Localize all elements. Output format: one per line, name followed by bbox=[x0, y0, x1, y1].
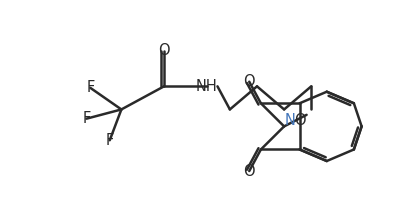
Text: N: N bbox=[285, 113, 296, 128]
Text: F: F bbox=[82, 111, 90, 126]
Text: O: O bbox=[243, 74, 255, 89]
Text: NH: NH bbox=[196, 79, 218, 94]
Text: F: F bbox=[86, 80, 95, 95]
Text: F: F bbox=[106, 133, 114, 148]
Text: O: O bbox=[243, 164, 255, 178]
Text: O: O bbox=[158, 43, 170, 58]
Text: O: O bbox=[294, 113, 306, 128]
